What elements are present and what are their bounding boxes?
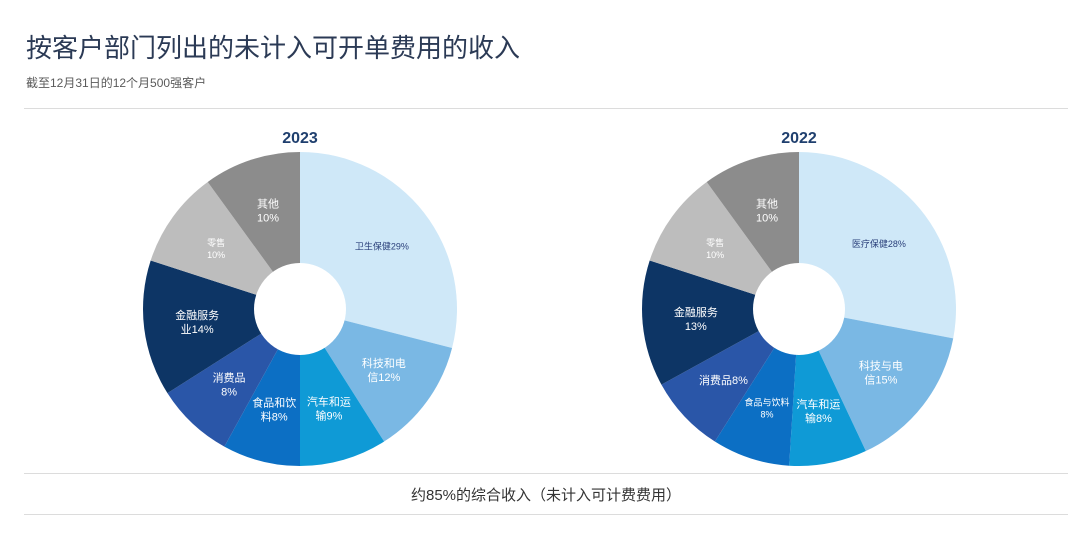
footer-note: 约85%的综合收入（未计入可计费费用） [410, 486, 682, 504]
footer-top-divider [24, 473, 1068, 474]
slice-label: 消费品 8% [213, 371, 246, 399]
donut-slice [143, 260, 300, 394]
donut-slice [150, 181, 300, 309]
slice-label-line: 科技和电 [362, 356, 406, 370]
donut-slice [649, 181, 799, 309]
slice-label-line: 10% [706, 250, 724, 260]
slice-label-line: 医疗保健28% [852, 238, 906, 249]
slice-label-line: 汽车和运 [796, 397, 840, 411]
slice-label: 汽车和运输9% [307, 395, 351, 423]
slice-label: 汽车和运输8% [796, 397, 840, 425]
slice-label-line: 料8% [261, 409, 288, 423]
slice-label: 其他 10% [756, 197, 778, 224]
footer-bottom-divider [24, 514, 1068, 515]
donut-chart-2023: 2023 卫生保健29% 科技和电信12% 汽车和运输9% 食品和饮料8% 消费品 8% 金融… [143, 130, 458, 467]
slice-label: 食品和饮料8% [252, 395, 296, 423]
slice-label-line: 其他 [257, 197, 279, 210]
slice-label: 金融服务 13% [674, 305, 718, 333]
slice-label-line: 其他 [756, 197, 778, 210]
slice-label: 金融服务业14% [175, 308, 219, 336]
donut-slice [799, 309, 954, 452]
slice-label: 卫生保健29% [355, 240, 409, 251]
slice-label-line: 信15% [864, 374, 897, 387]
slice-label-line: 金融服务 [674, 305, 718, 319]
slice-label-line: 零售 [706, 237, 724, 248]
slice-label-line: 8% [221, 387, 237, 399]
chart-title: 2023 [282, 130, 318, 147]
slice-label-line: 输8% [805, 411, 832, 425]
donut-slice [300, 309, 453, 442]
page-title: 按客户部门列出的未计入可开单费用的收入 [26, 33, 521, 63]
slice-label: 医疗保健28% [852, 238, 906, 249]
slice-label-line: 食品和饮 [252, 395, 296, 409]
slice-label-line: 金融服务 [175, 308, 219, 322]
donut-hole [753, 263, 845, 355]
slice-label-line: 消费品8% [699, 373, 748, 387]
slice-label-line: 消费品 [213, 371, 246, 385]
donut-hole [254, 263, 346, 355]
slice-label-line: 10% [756, 212, 778, 224]
donut-slice [167, 309, 300, 447]
donut-slice [661, 309, 799, 442]
slice-label: 食品与饮料 8% [744, 397, 789, 420]
slice-label-line: 8% [760, 410, 773, 420]
slice-label: 零售 10% [706, 237, 724, 260]
slice-label-line: 科技与电 [859, 359, 903, 373]
slice-label: 科技与电信15% [859, 359, 903, 387]
slice-label-line: 13% [685, 321, 707, 333]
slice-label-line: 10% [257, 212, 279, 224]
donut-slice [641, 260, 799, 385]
slice-label-line: 信12% [367, 371, 400, 384]
page-subtitle: 截至12月31日的12个月500强客户 [26, 76, 207, 90]
slice-label-line: 输9% [315, 409, 342, 423]
slice-label-line: 汽车和运 [307, 395, 351, 409]
slice-label-line: 卫生保健29% [355, 240, 409, 251]
slice-label-line: 10% [207, 250, 225, 260]
slice-label: 零售 10% [207, 237, 225, 260]
slice-label: 其他 10% [257, 197, 279, 224]
donut-chart-2022: 2022 医疗保健28% 科技与电信15% 汽车和运输8% 食品与饮料 8% 消费品8% 金融… [641, 130, 956, 466]
slice-label: 科技和电信12% [362, 356, 406, 384]
slice-label: 消费品8% [699, 373, 748, 387]
top-divider [24, 108, 1068, 109]
slice-label-line: 食品与饮料 [744, 397, 789, 408]
slice-label-line: 业14% [181, 323, 214, 336]
chart-title: 2022 [781, 130, 817, 147]
slice-label-line: 零售 [207, 237, 225, 248]
